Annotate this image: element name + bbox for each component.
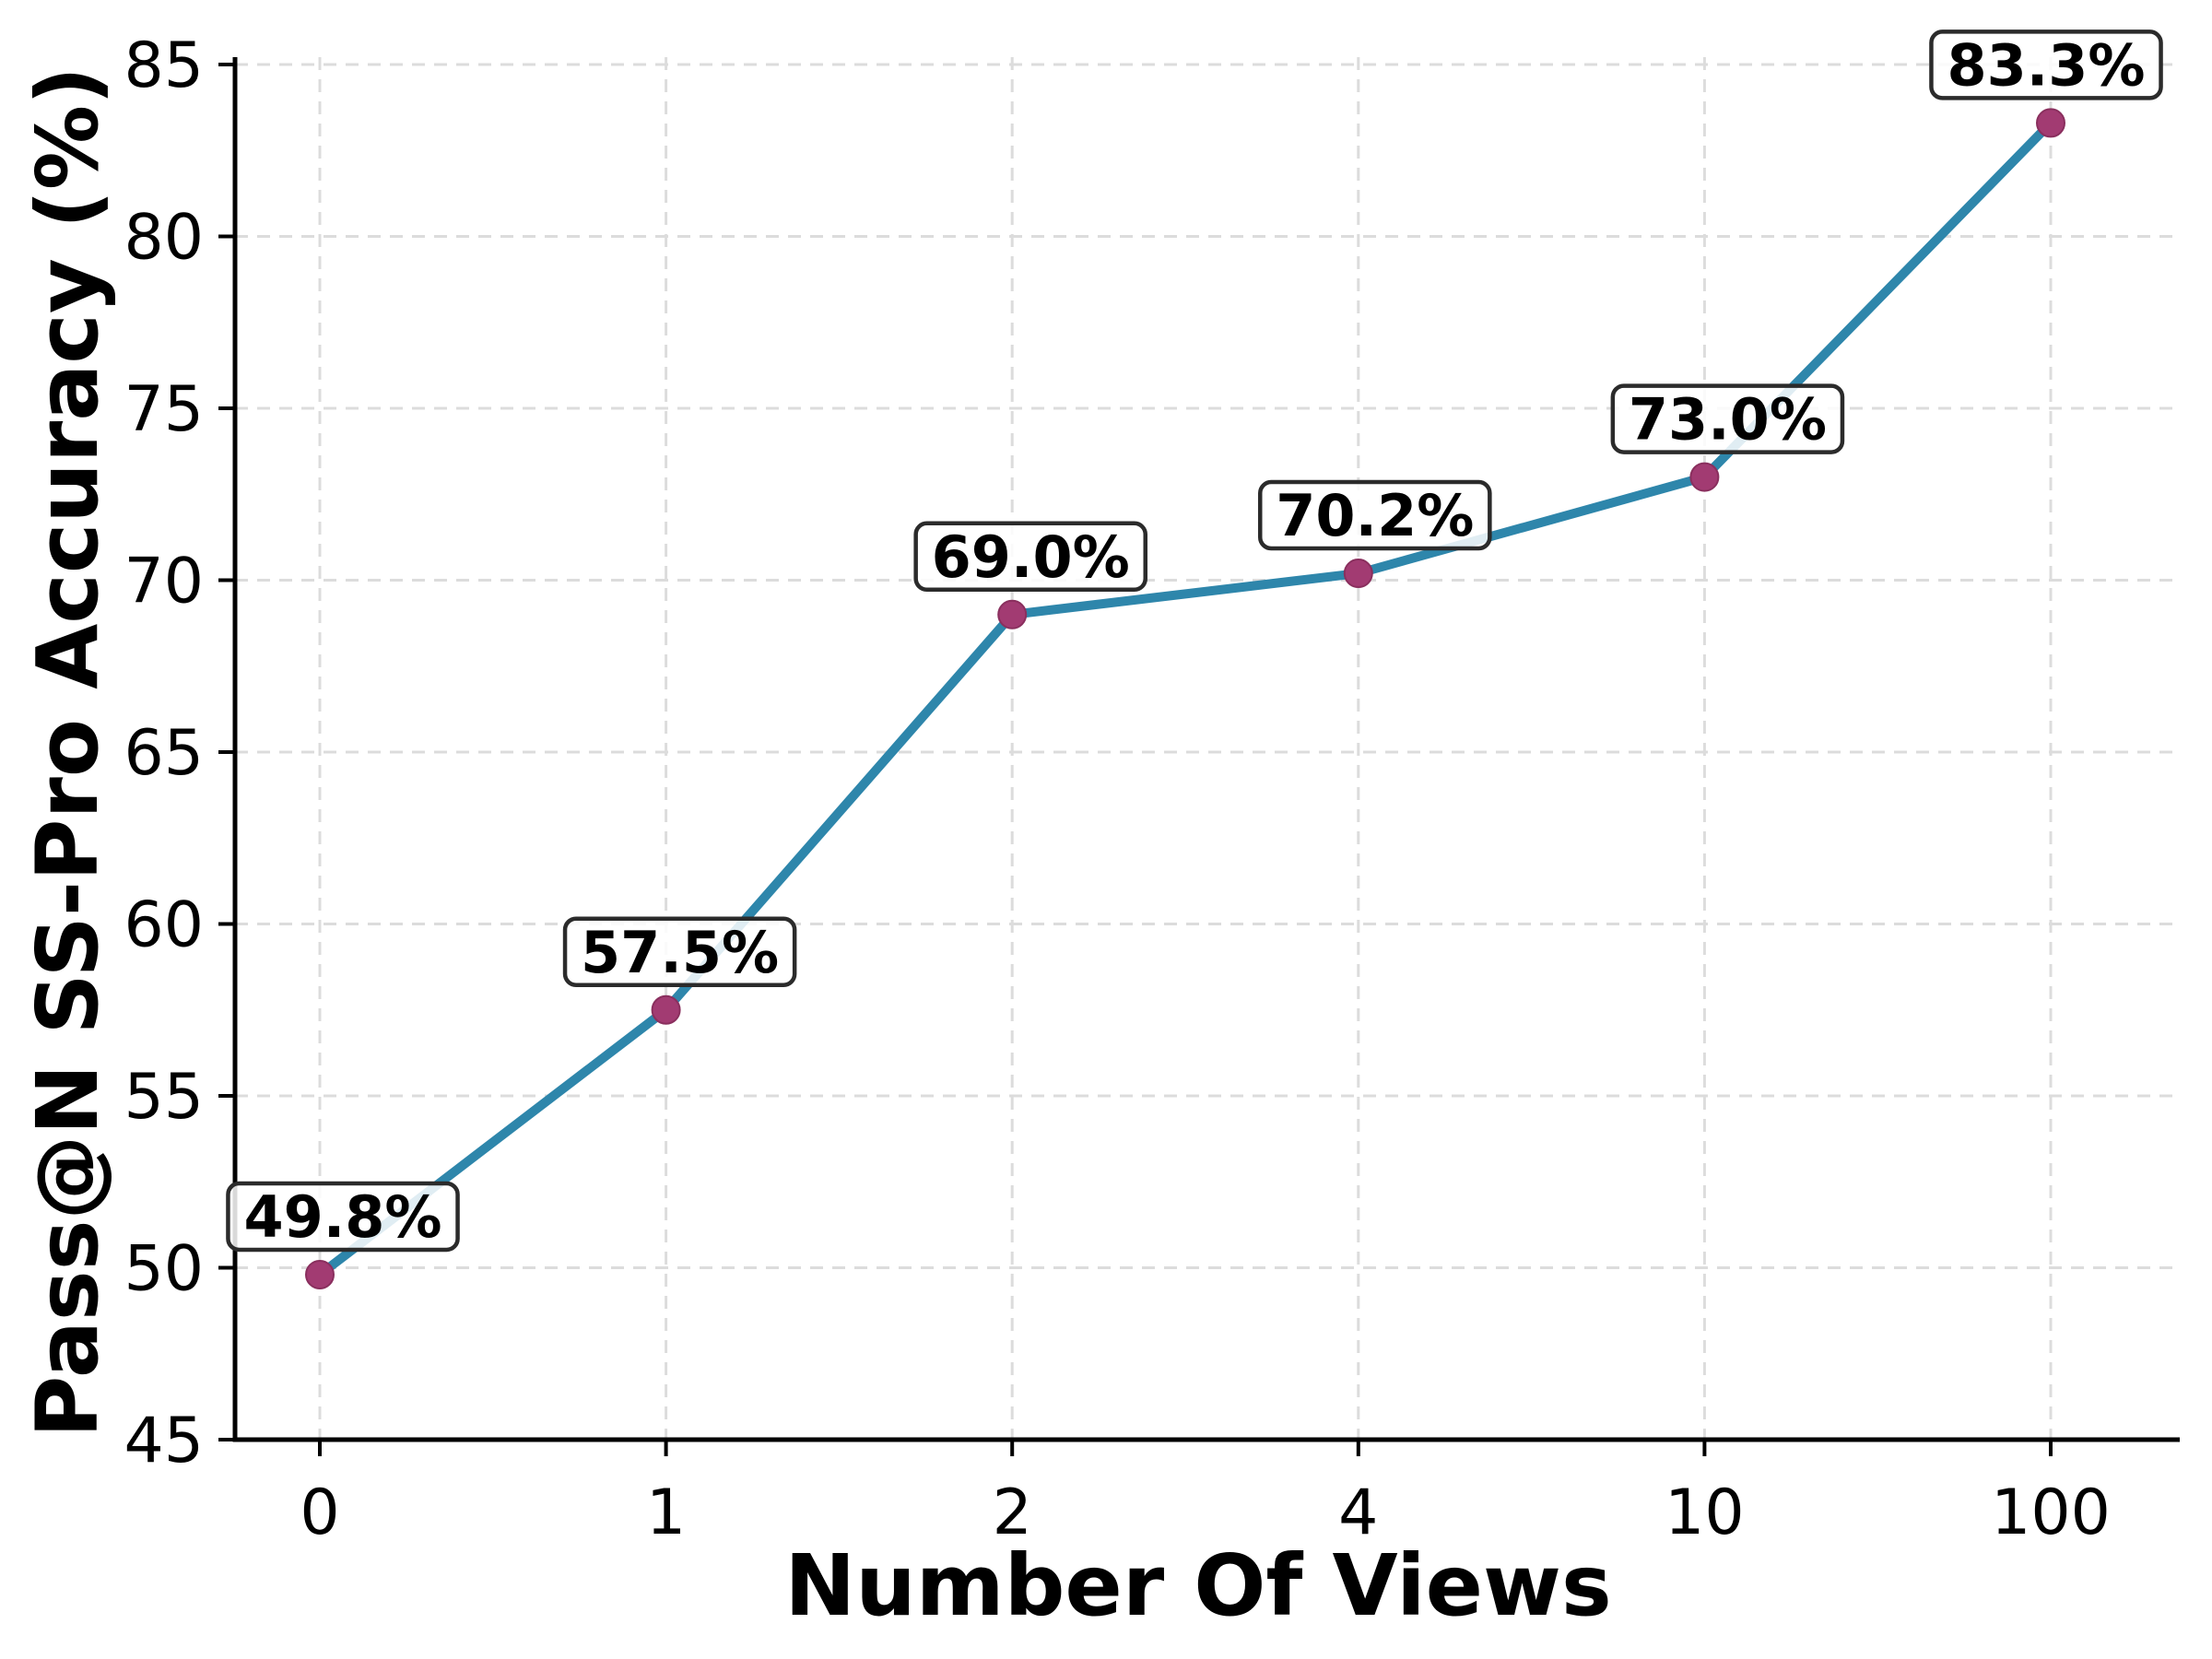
- y-tick-label: 75: [124, 373, 204, 446]
- y-tick-label: 80: [124, 202, 204, 275]
- series-line: [315, 118, 2055, 1279]
- point-label-box: [562, 916, 797, 987]
- x-tick-label: 0: [300, 1477, 339, 1549]
- point-label-text: 57.5%: [581, 919, 779, 986]
- x-tick-label: 10: [1665, 1477, 1745, 1549]
- point-label-text: 70.2%: [1276, 482, 1474, 549]
- y-tick-label: 45: [124, 1405, 204, 1477]
- y-tick-label: 65: [124, 717, 204, 790]
- y-axis-title: Pass@N SS-Pro Accuracy (%): [18, 66, 117, 1438]
- point-label-group: 73.0%: [1610, 383, 1845, 454]
- y-tick-label: 60: [124, 889, 204, 962]
- data-point-marker: [2036, 108, 2065, 138]
- point-label-group: 83.3%: [1929, 29, 2163, 100]
- y-tick-label: 50: [124, 1233, 204, 1306]
- y-tick-label: 70: [124, 546, 204, 618]
- x-tick-label: 100: [1991, 1477, 2111, 1549]
- data-point-marker: [651, 994, 681, 1025]
- point-label-text: 73.0%: [1629, 386, 1827, 453]
- point-label-group: 69.0%: [913, 521, 1147, 593]
- point-label-box: [1258, 479, 1492, 551]
- point-label-box: [1610, 383, 1845, 454]
- data-point-marker: [305, 1259, 335, 1289]
- annotation-layer: 49.8% 57.5% 69.0% 70.2% 73.0% 83.3%: [226, 29, 2163, 1253]
- point-label-text: 69.0%: [932, 524, 1130, 591]
- point-label-group: 70.2%: [1258, 479, 1492, 551]
- x-tick-label: 4: [1338, 1477, 1378, 1549]
- grid-layer: [235, 57, 2180, 1441]
- axes-layer: 45 50 55 60 65 70 75 80 85 0 1 2 4 10 100: [124, 29, 2180, 1549]
- series-layer: [305, 108, 2065, 1289]
- point-label-group: 57.5%: [562, 916, 797, 987]
- data-point-marker: [997, 599, 1028, 629]
- y-tick-label: 55: [124, 1061, 204, 1134]
- point-label-text: 83.3%: [1947, 31, 2145, 99]
- x-tick-label: 2: [993, 1477, 1032, 1549]
- x-tick-label: 1: [646, 1477, 686, 1549]
- x-axis-title: Number Of Views: [784, 1536, 1612, 1635]
- point-label-text: 49.8%: [243, 1183, 441, 1251]
- y-tick-label: 85: [124, 29, 204, 102]
- data-point-marker: [1343, 559, 1373, 589]
- point-label-box: [1929, 29, 2163, 100]
- point-label-box: [226, 1181, 460, 1253]
- data-point-marker: [1689, 462, 1720, 492]
- point-label-group: 49.8%: [226, 1181, 460, 1253]
- point-label-box: [913, 521, 1147, 593]
